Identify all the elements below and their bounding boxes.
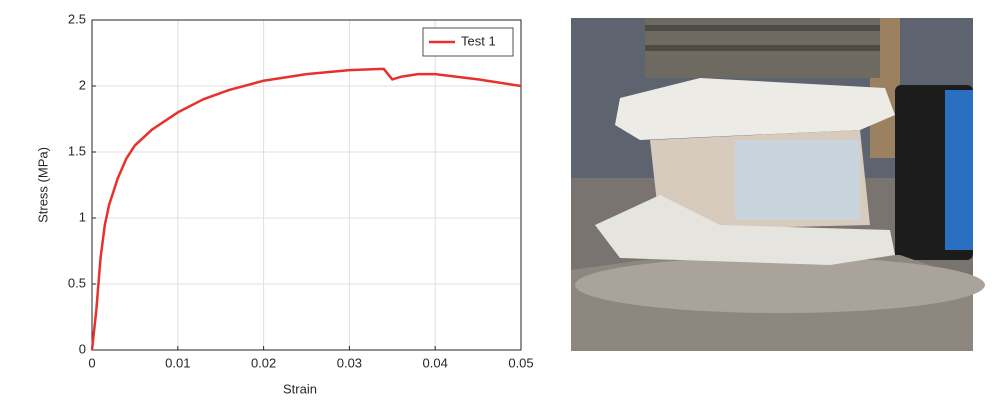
x-tick-label: 0.02	[251, 355, 276, 370]
x-tick-label: 0.04	[423, 355, 448, 370]
x-tick-label: 0	[88, 355, 95, 370]
specimen-photo	[571, 18, 985, 351]
x-tick-label: 0.05	[508, 355, 533, 370]
y-tick-label: 1	[79, 209, 86, 224]
y-tick-label: 0.5	[68, 275, 86, 290]
y-tick-label: 2.5	[68, 11, 86, 26]
x-tick-label: 0.03	[337, 355, 362, 370]
y-tick-label: 0	[79, 341, 86, 356]
legend-label: Test 1	[461, 33, 496, 48]
y-tick-label: 2	[79, 77, 86, 92]
y-tick-label: 1.5	[68, 143, 86, 158]
plot-area	[92, 20, 521, 350]
figure: Strain Stress (MPa) 0 0.5 1 1.5 2 2.5 0 0.01 0.0…	[0, 0, 1001, 400]
x-tick-label: 0.01	[165, 355, 190, 370]
x-axis-label: Strain	[283, 381, 317, 396]
y-axis-label: Stress (MPa)	[35, 147, 50, 223]
